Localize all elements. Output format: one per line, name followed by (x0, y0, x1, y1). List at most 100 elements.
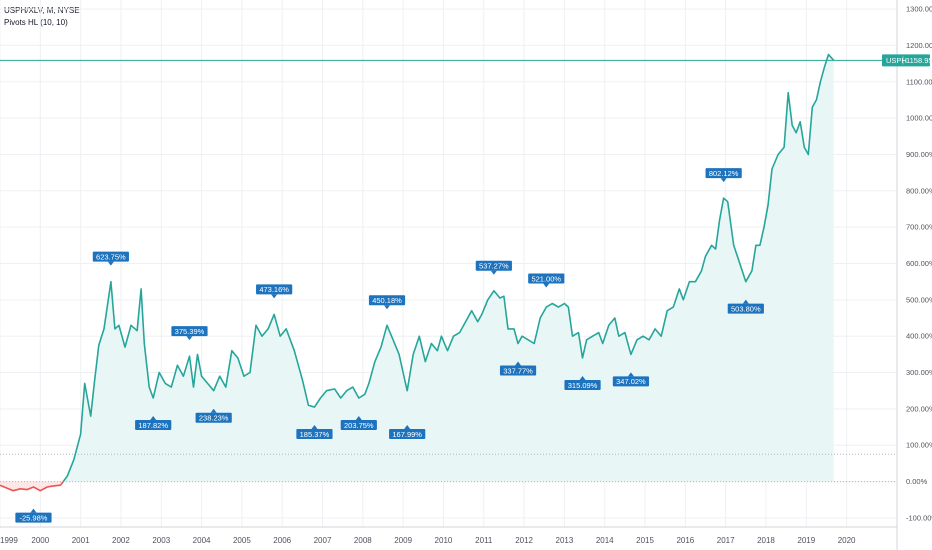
pivot-pointer (384, 305, 391, 310)
pivot-label-bg (528, 273, 565, 284)
pivot-pointer (355, 415, 362, 420)
y-tick-label: 200.00% (906, 404, 932, 413)
y-tick-label: -100.00% (906, 513, 932, 522)
pivot-label-text: 450.18% (372, 296, 402, 305)
pivot-pointer (404, 425, 411, 430)
x-tick-label: 2001 (72, 536, 90, 545)
pivot-high-label: 521.00% (528, 273, 565, 288)
x-tick-label: 2002 (112, 536, 130, 545)
price-tag-value: 1158.95% (906, 56, 932, 65)
pivot-pointer (627, 372, 634, 377)
x-tick-label: 2007 (314, 536, 332, 545)
pivot-label-text: 167.99% (392, 430, 422, 439)
pivot-label-bg (340, 419, 377, 430)
pivot-label-bg (92, 251, 129, 262)
y-tick-label: 400.00% (906, 332, 932, 341)
indicator-title[interactable]: Pivots HL (10, 10) (4, 18, 68, 27)
pivot-label-text: 802.12% (709, 169, 739, 178)
pivot-low-label: 238.23% (195, 408, 232, 423)
y-tick-label: 800.00% (906, 186, 932, 195)
pivot-label-bg (612, 376, 650, 387)
pivot-low-label: -25.98% (15, 508, 52, 523)
pivot-low-label: 203.75% (340, 415, 377, 430)
price-tag-symbol: USPH (886, 56, 907, 65)
x-tick-label: 2019 (797, 536, 815, 545)
pivot-label-text: 503.80% (731, 304, 761, 313)
x-axis[interactable]: 1999 2000 2001 2002 2003 2004 2005 2006 2007 2008… (0, 526, 897, 545)
x-tick-label: 2006 (273, 536, 291, 545)
pivot-high-label: 473.16% (256, 284, 293, 299)
series-line-negative (0, 481, 64, 492)
x-tick-label: 2012 (515, 536, 533, 545)
x-tick-label: 2005 (233, 536, 251, 545)
price-series (0, 53, 835, 492)
x-tick-label: 2003 (152, 536, 170, 545)
pivot-pointer (210, 408, 217, 413)
pivot-low-label: 167.99% (389, 425, 426, 440)
pivot-high-label: 537.27% (475, 260, 512, 275)
x-tick-label: 2013 (556, 536, 574, 545)
x-tick-label: 2011 (475, 536, 493, 545)
pivot-label-text: 185.37% (300, 430, 330, 439)
pivot-low-label: 337.77% (499, 361, 537, 376)
pivot-pointer (720, 178, 727, 183)
x-tick-label: 2000 (31, 536, 49, 545)
pivot-low-label: 187.82% (135, 415, 172, 430)
pivot-label-text: -25.98% (19, 513, 47, 522)
pivot-low-label: 185.37% (296, 425, 333, 440)
x-tick-label: 2010 (435, 536, 453, 545)
pivot-labels: 623.75% 375.39% 473.16% 450.18% 537.27% 521.0… (15, 168, 764, 523)
area-fill (0, 54, 834, 491)
pivot-low-label: 503.80% (727, 299, 764, 314)
x-tick-label: 2009 (394, 536, 412, 545)
price-tag-bg (882, 54, 930, 67)
y-tick-label: 1100.00% (906, 77, 932, 86)
pivot-high-label: 623.75% (92, 251, 129, 266)
pivot-label-bg (296, 429, 333, 440)
pivot-label-text: 521.00% (531, 274, 561, 283)
y-tick-label: 700.00% (906, 223, 932, 232)
pivot-label-text: 347.02% (616, 377, 646, 386)
y-tick-label: 600.00% (906, 259, 932, 268)
pivot-high-label: 375.39% (171, 326, 208, 341)
pivot-label-bg (499, 365, 537, 376)
pivot-label-text: 375.39% (175, 327, 205, 336)
chart-legend: USPH/XLV, M, NYSE Pivots HL (10, 10) (4, 5, 80, 29)
pivot-pointer (107, 261, 114, 266)
pivot-label-text: 238.23% (199, 414, 229, 423)
pivot-label-bg (171, 326, 208, 337)
pivot-low-label: 315.09% (564, 375, 601, 390)
x-tick-label: 2016 (676, 536, 694, 545)
symbol-title[interactable]: USPH/XLV, M, NYSE (4, 6, 80, 15)
pivot-label-bg (389, 429, 426, 440)
y-tick-label: 300.00% (906, 368, 932, 377)
pivot-pointer (579, 375, 586, 380)
x-tick-label: 2018 (757, 536, 775, 545)
pivot-label-text: 537.27% (479, 262, 509, 271)
y-tick-label: 0.00% (906, 477, 928, 486)
pivot-pointer (742, 299, 749, 304)
pivot-pointer (311, 425, 318, 430)
y-tick-label: 100.00% (906, 441, 932, 450)
y-tick-label: 500.00% (906, 295, 932, 304)
pivot-high-label: 450.18% (368, 295, 406, 310)
y-tick-label: 1200.00% (906, 41, 932, 50)
area-fill-negative (0, 481, 64, 491)
pivot-high-label: 802.12% (705, 168, 742, 183)
x-tick-label: 2017 (717, 536, 735, 545)
pivot-label-text: 337.77% (503, 366, 533, 375)
pivot-pointer (150, 415, 157, 420)
pivot-label-text: 315.09% (568, 381, 598, 390)
y-tick-label: 1000.00% (906, 114, 932, 123)
series-line-positive (62, 53, 835, 483)
pivot-pointer (186, 336, 193, 341)
pivot-pointer (490, 270, 497, 275)
y-tick-label: 1300.00% (906, 5, 932, 14)
y-axis[interactable]: 1300.00% 1200.00% 1100.00% 1000.00% 900.00% 8… (896, 0, 932, 550)
pivot-label-text: 623.75% (96, 252, 126, 261)
reference-levels (0, 59, 897, 483)
pivot-pointer (515, 361, 522, 366)
x-tick-label: 2008 (354, 536, 372, 545)
